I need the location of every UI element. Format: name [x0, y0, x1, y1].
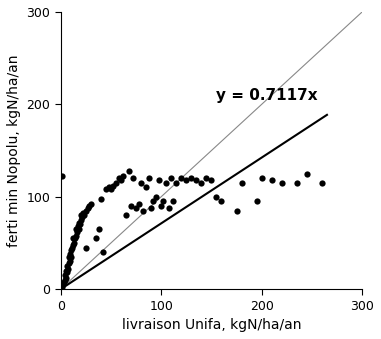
Point — [96, 226, 102, 232]
Point — [319, 180, 325, 185]
Point — [76, 220, 82, 225]
Point — [77, 222, 83, 227]
Point — [59, 284, 65, 290]
Point — [140, 208, 146, 213]
Point — [143, 185, 149, 190]
Point — [108, 186, 114, 192]
Point — [64, 270, 70, 275]
Point — [76, 226, 82, 232]
Point — [74, 229, 80, 235]
Point — [146, 176, 152, 181]
Point — [72, 236, 78, 241]
Point — [118, 177, 124, 183]
Point — [156, 177, 162, 183]
Point — [70, 236, 76, 241]
Point — [188, 176, 194, 181]
Point — [71, 240, 77, 246]
Point — [133, 205, 139, 211]
Point — [81, 213, 87, 218]
Point — [59, 174, 65, 179]
Point — [66, 260, 72, 266]
Point — [78, 217, 84, 222]
Point — [75, 223, 81, 229]
Point — [234, 208, 240, 213]
Point — [120, 174, 126, 179]
Point — [160, 199, 166, 204]
Point — [64, 263, 70, 269]
Point — [66, 254, 72, 259]
Point — [269, 177, 275, 183]
Point — [106, 185, 112, 190]
Point — [62, 273, 68, 278]
Point — [166, 205, 172, 211]
Point — [213, 194, 219, 199]
Point — [69, 245, 75, 250]
Text: y = 0.7117x: y = 0.7117x — [216, 87, 318, 103]
Point — [100, 250, 106, 255]
Point — [98, 196, 104, 201]
Point — [279, 180, 285, 185]
Point — [239, 180, 245, 185]
Point — [68, 254, 74, 259]
Point — [136, 201, 142, 207]
Point — [103, 186, 109, 192]
Point — [63, 275, 69, 281]
Point — [62, 277, 68, 283]
Point — [78, 213, 84, 218]
Point — [113, 180, 119, 185]
Point — [153, 194, 159, 199]
Point — [73, 233, 79, 238]
Point — [218, 199, 224, 204]
Point — [83, 208, 89, 213]
Point — [126, 168, 132, 174]
Point — [173, 180, 179, 185]
Point — [73, 226, 79, 232]
Point — [79, 214, 85, 220]
Point — [178, 176, 184, 181]
Point — [60, 282, 66, 287]
Point — [67, 259, 73, 264]
Point — [203, 176, 210, 181]
Point — [193, 177, 199, 183]
Point — [163, 180, 169, 185]
Point — [93, 236, 99, 241]
X-axis label: livraison Unifa, kgN/ha/an: livraison Unifa, kgN/ha/an — [122, 318, 301, 332]
Point — [148, 205, 154, 211]
Point — [70, 242, 76, 247]
Point — [110, 183, 116, 188]
Point — [208, 177, 215, 183]
Point — [86, 203, 92, 208]
Point — [123, 213, 129, 218]
Point — [130, 176, 136, 181]
Point — [88, 201, 94, 207]
Point — [63, 268, 69, 273]
Point — [294, 180, 300, 185]
Point — [67, 251, 73, 257]
Point — [254, 199, 260, 204]
Point — [199, 180, 205, 185]
Point — [158, 203, 164, 208]
Point — [128, 203, 134, 208]
Point — [116, 176, 122, 181]
Point — [168, 176, 174, 181]
Point — [150, 199, 156, 204]
Point — [68, 247, 74, 253]
Point — [304, 171, 310, 176]
Y-axis label: ferti min Nopolu, kgN/ha/an: ferti min Nopolu, kgN/ha/an — [7, 54, 21, 247]
Point — [61, 279, 67, 284]
Point — [65, 266, 71, 272]
Point — [83, 245, 89, 250]
Point — [259, 176, 265, 181]
Point — [80, 211, 86, 216]
Point — [170, 199, 176, 204]
Point — [138, 180, 144, 185]
Point — [85, 205, 91, 211]
Point — [183, 177, 189, 183]
